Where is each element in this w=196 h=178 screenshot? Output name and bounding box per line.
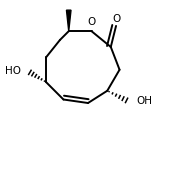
Text: HO: HO <box>5 66 21 77</box>
Polygon shape <box>66 10 71 31</box>
Text: O: O <box>87 17 96 27</box>
Text: O: O <box>113 14 121 24</box>
Text: OH: OH <box>136 96 152 106</box>
